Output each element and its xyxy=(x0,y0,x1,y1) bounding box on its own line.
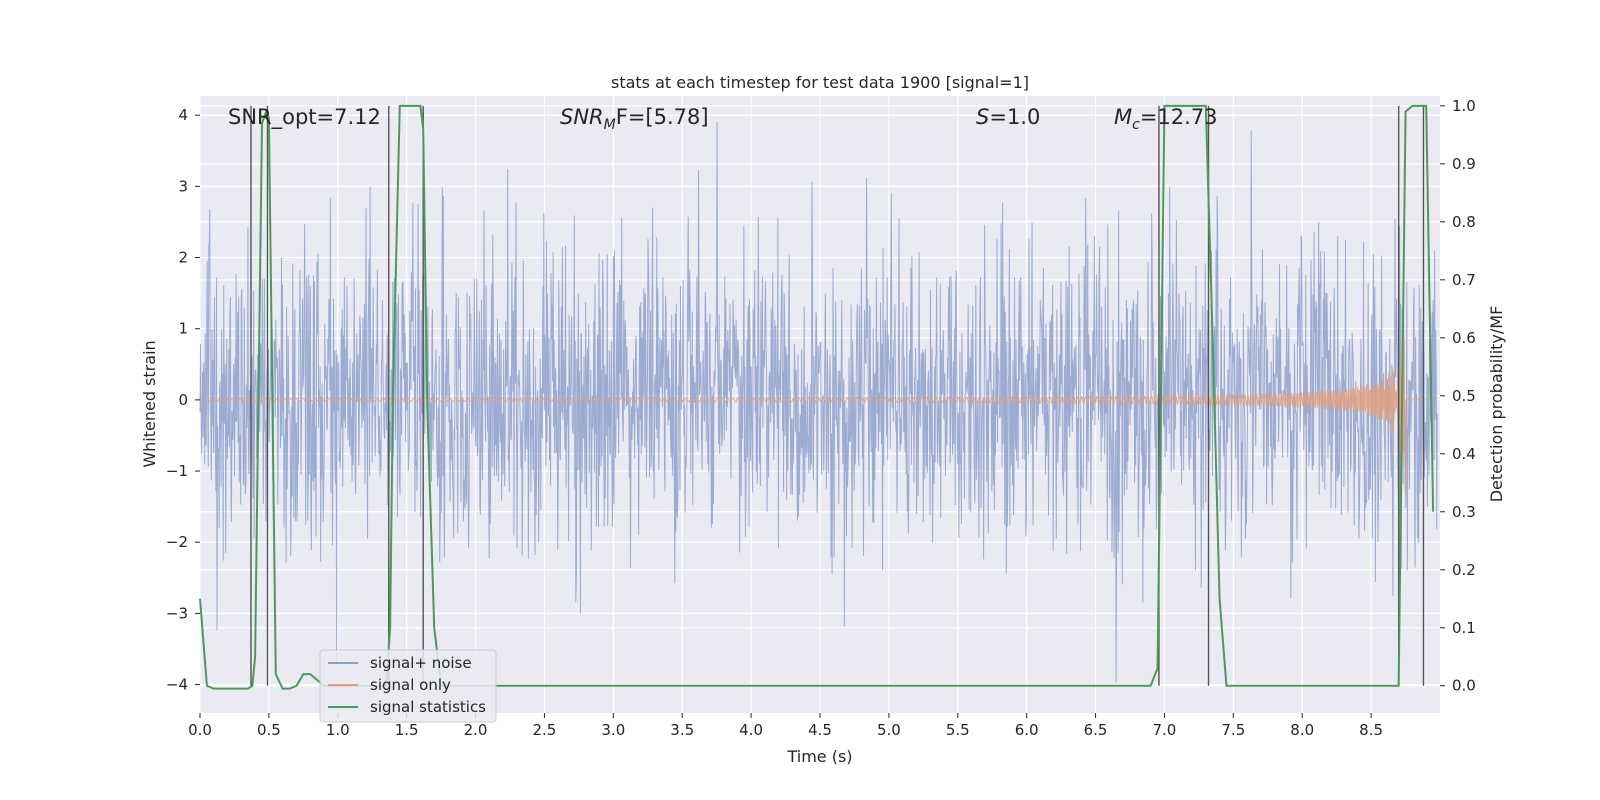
signal-noise-series xyxy=(199,121,1438,682)
signal-only-series xyxy=(199,334,1438,493)
y-axis-label: Whitened strain xyxy=(140,340,159,467)
y2-tick-label: 1.0 xyxy=(1452,97,1476,115)
y2-tick-label: 0.0 xyxy=(1452,677,1476,695)
x-tick-label: 3.5 xyxy=(670,721,694,739)
ticks: 0.0 0.5 1.0 1.5 2.0 2.5 3.0 3.5 4.0 4.5 5.0 5.5 6.0 6… xyxy=(166,97,1476,739)
chart-title: stats at each timestep for test data 190… xyxy=(611,73,1029,92)
y2-tick-label: 0.4 xyxy=(1452,445,1476,463)
annotation-snr-mf: SNRMF=[5.78] xyxy=(560,105,709,133)
vertical-markers xyxy=(250,105,1425,686)
grid xyxy=(199,96,1440,713)
y-tick-label: −2 xyxy=(166,533,188,551)
x-tick-label: 4.0 xyxy=(739,721,763,739)
legend-label-noise: signal+ noise xyxy=(370,654,472,672)
series-line-signal-noise xyxy=(199,121,1438,682)
y2-tick-label: 0.3 xyxy=(1452,503,1476,521)
y-tick-label: −4 xyxy=(166,676,188,694)
x-tick-label: 7.5 xyxy=(1221,721,1245,739)
y2-tick-label: 0.5 xyxy=(1452,387,1476,405)
x-tick-label: 5.0 xyxy=(877,721,901,739)
legend-label-signal: signal only xyxy=(370,676,451,694)
x-tick-label: 1.0 xyxy=(326,721,350,739)
x-tick-label: 0.5 xyxy=(257,721,281,739)
legend-label-statistics: signal statistics xyxy=(370,698,486,716)
y2-axis-label: Detection probability/MF xyxy=(1487,306,1506,503)
x-tick-label: 1.5 xyxy=(395,721,419,739)
y-tick-label: 3 xyxy=(178,177,188,195)
x-tick-label: 2.0 xyxy=(464,721,488,739)
x-tick-label: 8.0 xyxy=(1290,721,1314,739)
x-tick-label: 0.0 xyxy=(188,721,212,739)
x-tick-label: 3.0 xyxy=(601,721,625,739)
y-tick-label: 2 xyxy=(178,249,188,267)
x-tick-label: 7.0 xyxy=(1153,721,1177,739)
legend: signal+ noise signal only signal statist… xyxy=(319,649,497,723)
x-tick-label: 8.5 xyxy=(1359,721,1383,739)
annotation-mc: Mc=12.73 xyxy=(1114,105,1218,133)
y-tick-label: 4 xyxy=(178,106,188,124)
legend-box xyxy=(319,649,497,723)
y-tick-label: −1 xyxy=(166,462,188,480)
annotation-snr-opt: SNR_opt=7.12 xyxy=(228,105,381,130)
y2-tick-label: 0.9 xyxy=(1452,155,1476,173)
y2-tick-label: 0.7 xyxy=(1452,271,1476,289)
y2-tick-label: 0.6 xyxy=(1452,329,1476,347)
series-line-signal-only xyxy=(199,334,1438,493)
y-tick-label: 0 xyxy=(178,391,188,409)
x-tick-label: 5.5 xyxy=(946,721,970,739)
y-tick-label: 1 xyxy=(178,320,188,338)
x-tick-label: 2.5 xyxy=(533,721,557,739)
annotation-s: S=1.0 xyxy=(976,105,1040,129)
y2-tick-label: 0.1 xyxy=(1452,619,1476,637)
x-tick-label: 4.5 xyxy=(808,721,832,739)
x-axis-label: Time (s) xyxy=(786,747,852,766)
x-tick-label: 6.0 xyxy=(1015,721,1039,739)
y-tick-label: −3 xyxy=(166,604,188,622)
y2-tick-label: 0.8 xyxy=(1452,213,1476,231)
signal-statistics-series xyxy=(199,104,1435,690)
y2-tick-label: 0.2 xyxy=(1452,561,1476,579)
series-line-signal-statistics xyxy=(199,104,1435,690)
x-tick-label: 6.5 xyxy=(1084,721,1108,739)
